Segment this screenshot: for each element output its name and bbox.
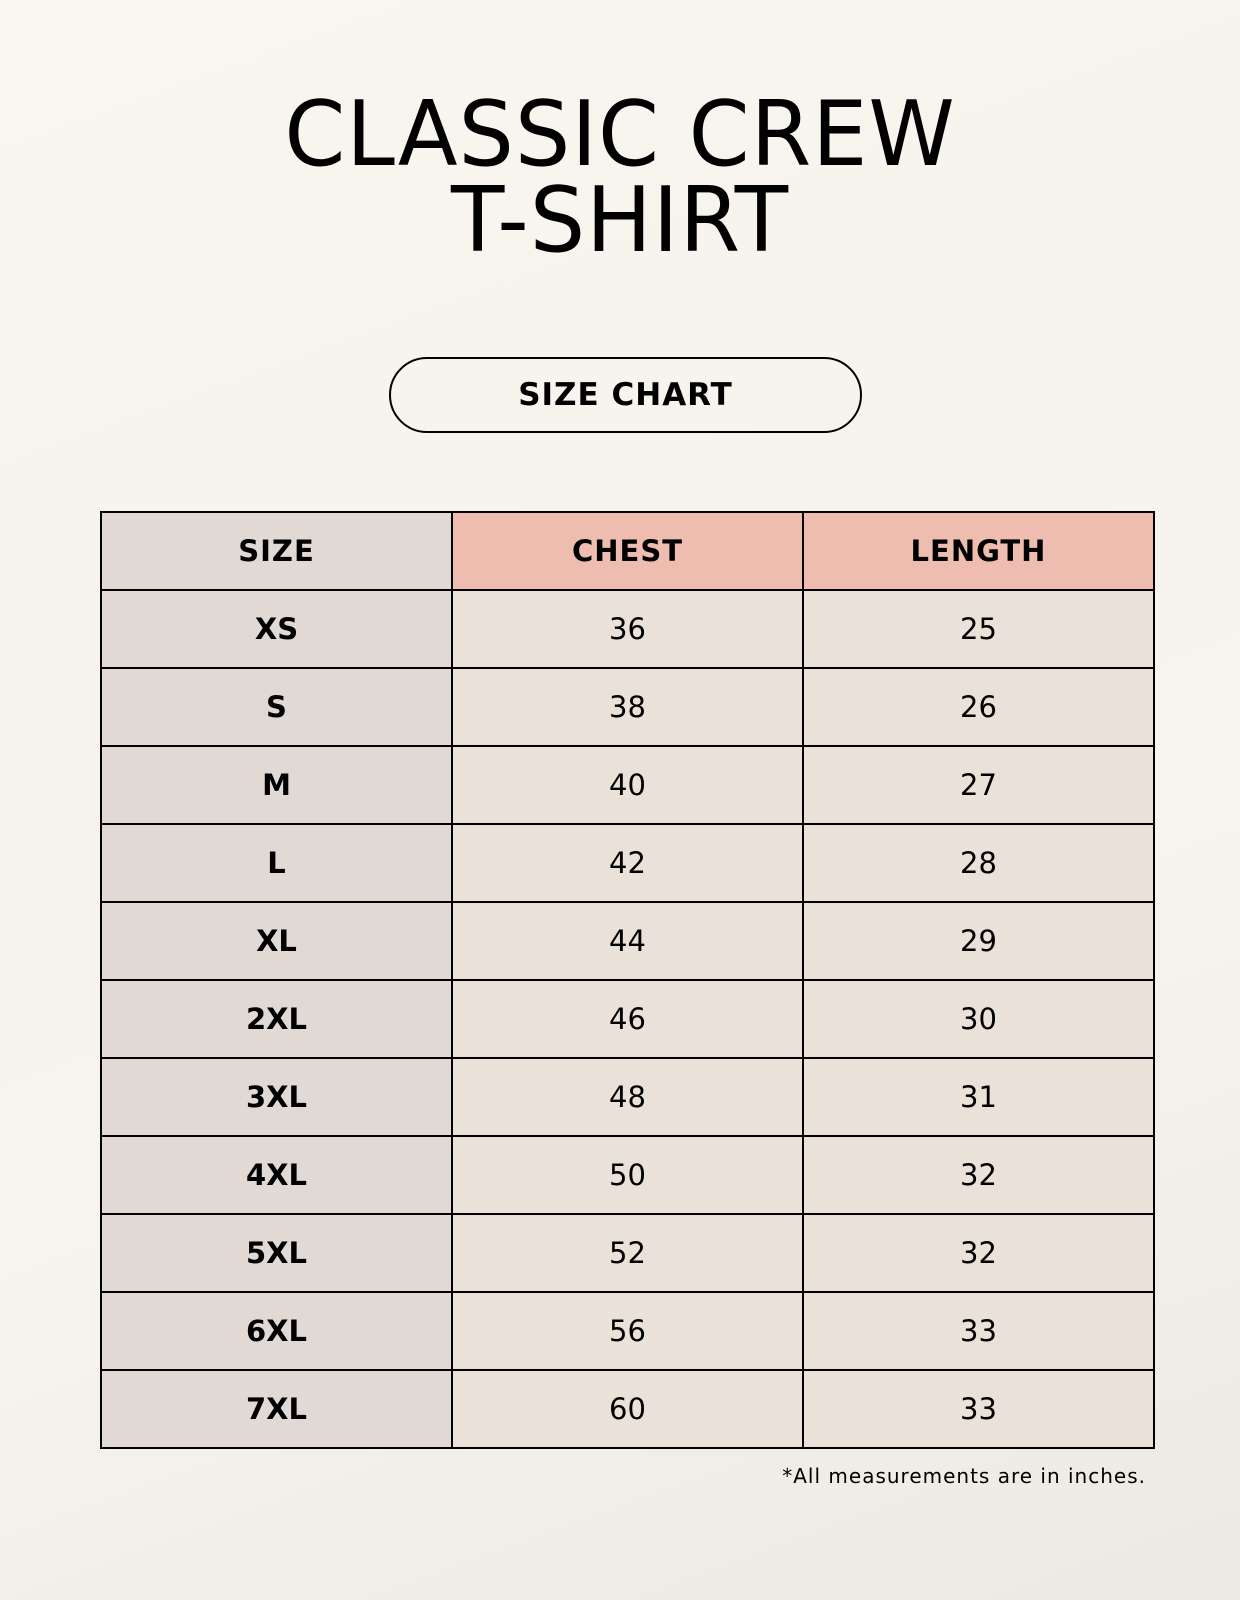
page-title: CLASSIC CREW T-SHIRT <box>19 82 1222 273</box>
cell-size: 4XL <box>100 1135 453 1215</box>
table-row: 5XL 52 32 <box>100 1213 1155 1293</box>
cell-length: 32 <box>802 1213 1155 1293</box>
title-line-1: CLASSIC CREW <box>284 82 956 187</box>
table-row: 2XL 46 30 <box>100 979 1155 1059</box>
cell-length: 33 <box>802 1291 1155 1371</box>
cell-chest: 38 <box>451 667 804 747</box>
cell-size: 6XL <box>100 1291 453 1371</box>
cell-size: XL <box>100 901 453 981</box>
cell-chest: 46 <box>451 979 804 1059</box>
cell-length: 28 <box>802 823 1155 903</box>
cell-size: XS <box>100 589 453 669</box>
table-row: XS 36 25 <box>100 589 1155 669</box>
cell-chest: 36 <box>451 589 804 669</box>
table-row: 3XL 48 31 <box>100 1057 1155 1137</box>
cell-size: 5XL <box>100 1213 453 1293</box>
cell-length: 31 <box>802 1057 1155 1137</box>
header-size: SIZE <box>100 511 453 591</box>
cell-chest: 60 <box>451 1369 804 1449</box>
header-length: LENGTH <box>802 511 1155 591</box>
cell-chest: 52 <box>451 1213 804 1293</box>
cell-size: 7XL <box>100 1369 453 1449</box>
size-table: SIZE CHEST LENGTH XS 36 25 S 38 26 M 40 27 L 42 28 X… <box>100 511 1155 1449</box>
cell-size: M <box>100 745 453 825</box>
cell-chest: 48 <box>451 1057 804 1137</box>
table-row: L 42 28 <box>100 823 1155 903</box>
cell-chest: 56 <box>451 1291 804 1371</box>
table-row: M 40 27 <box>100 745 1155 825</box>
cell-size: 3XL <box>100 1057 453 1137</box>
cell-length: 27 <box>802 745 1155 825</box>
table-row: 6XL 56 33 <box>100 1291 1155 1371</box>
header-row: SIZE CHEST LENGTH <box>100 511 1155 591</box>
header-chest: CHEST <box>451 511 804 591</box>
cell-chest: 42 <box>451 823 804 903</box>
cell-size: 2XL <box>100 979 453 1059</box>
size-chart-badge: SIZE CHART <box>389 357 862 433</box>
table-row: XL 44 29 <box>100 901 1155 981</box>
cell-length: 29 <box>802 901 1155 981</box>
cell-size: L <box>100 823 453 903</box>
table-row: S 38 26 <box>100 667 1155 747</box>
title-line-2: T-SHIRT <box>450 168 790 273</box>
footnote: *All measurements are in inches. <box>782 1464 1146 1488</box>
table-row: 4XL 50 32 <box>100 1135 1155 1215</box>
cell-chest: 50 <box>451 1135 804 1215</box>
cell-length: 25 <box>802 589 1155 669</box>
cell-chest: 40 <box>451 745 804 825</box>
cell-length: 32 <box>802 1135 1155 1215</box>
table-row: 7XL 60 33 <box>100 1369 1155 1449</box>
cell-length: 26 <box>802 667 1155 747</box>
cell-chest: 44 <box>451 901 804 981</box>
cell-size: S <box>100 667 453 747</box>
cell-length: 30 <box>802 979 1155 1059</box>
cell-length: 33 <box>802 1369 1155 1449</box>
